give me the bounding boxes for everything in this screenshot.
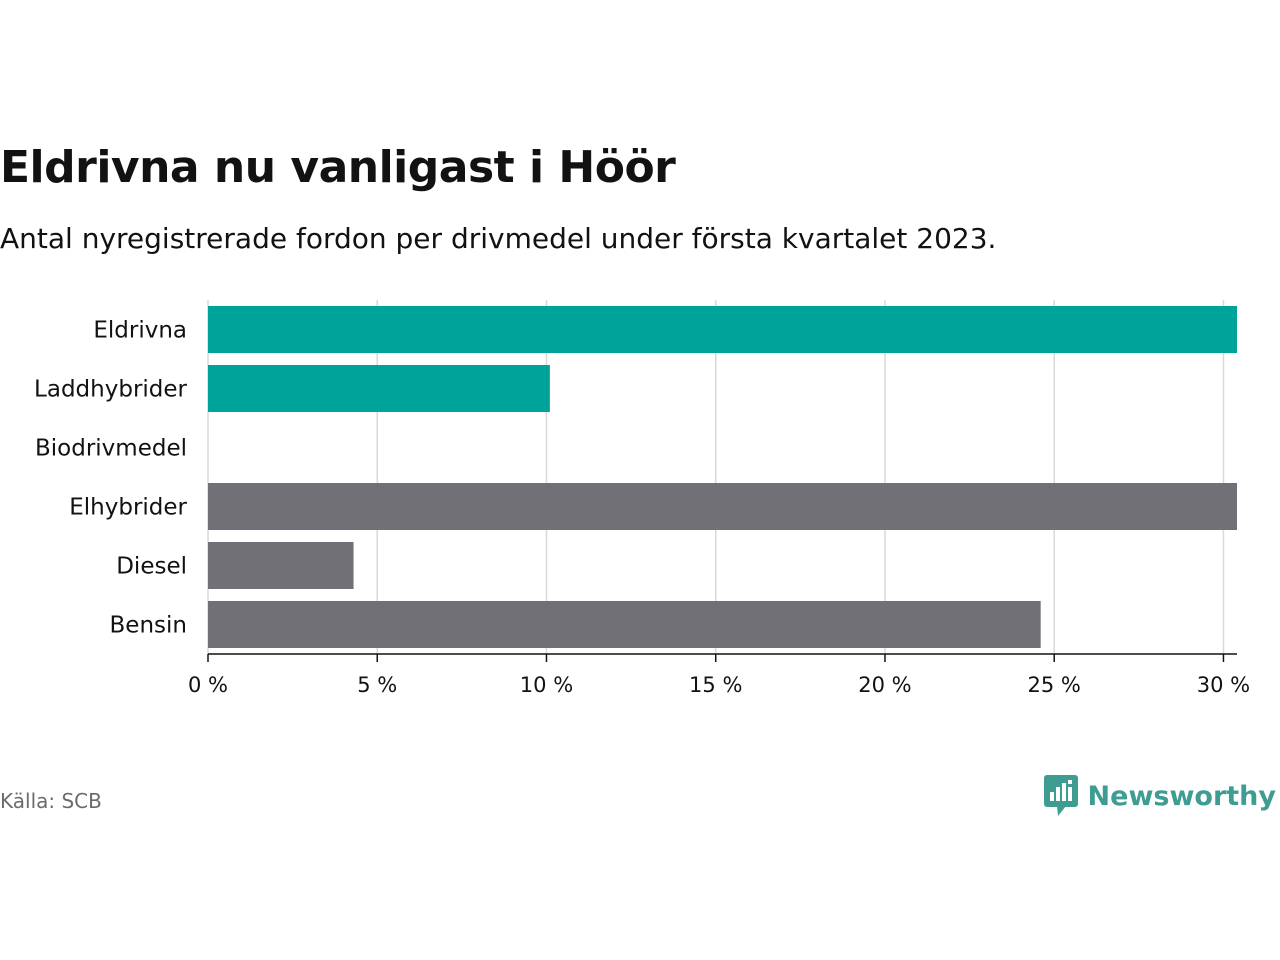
bar (208, 542, 354, 589)
brand-name: Newsworthy (1087, 780, 1276, 812)
x-tick-label: 30 % (1197, 673, 1250, 697)
gridlines (207, 300, 1225, 654)
bars (208, 306, 1237, 648)
category-label: Biodrivmedel (35, 436, 187, 462)
x-tick-label: 20 % (858, 673, 911, 697)
category-label: Laddhybrider (34, 377, 187, 403)
bar (208, 306, 1237, 353)
x-tick-label: 0 % (188, 673, 228, 697)
bar (208, 483, 1237, 530)
category-label: Bensin (110, 613, 187, 639)
brand-logo: Newsworthy (1043, 775, 1276, 817)
x-tick-label: 15 % (689, 673, 742, 697)
x-axis: 0 % 5 % 10 % 15 % 20 % 25 % 30 % (188, 653, 1250, 697)
bar (208, 365, 550, 412)
source-note: Källa: SCB (0, 789, 102, 813)
chart-title: Eldrivna nu vanligast i Höör (0, 142, 676, 193)
category-label: Eldrivna (93, 318, 187, 344)
x-tick-label: 5 % (357, 673, 397, 697)
category-label: Diesel (116, 554, 187, 580)
bar-chart: Eldrivna Laddhybrider Biodrivmedel Elhybrid… (34, 300, 1250, 697)
chart-subtitle: Antal nyregistrerade fordon per drivmede… (0, 222, 997, 255)
x-tick-label: 25 % (1028, 673, 1081, 697)
bar (208, 601, 1041, 648)
category-labels: Eldrivna Laddhybrider Biodrivmedel Elhybrid… (34, 318, 187, 639)
x-tick-label: 10 % (520, 673, 573, 697)
bar-chart-speech-bubble-icon (1043, 775, 1078, 816)
category-label: Elhybrider (69, 495, 187, 521)
